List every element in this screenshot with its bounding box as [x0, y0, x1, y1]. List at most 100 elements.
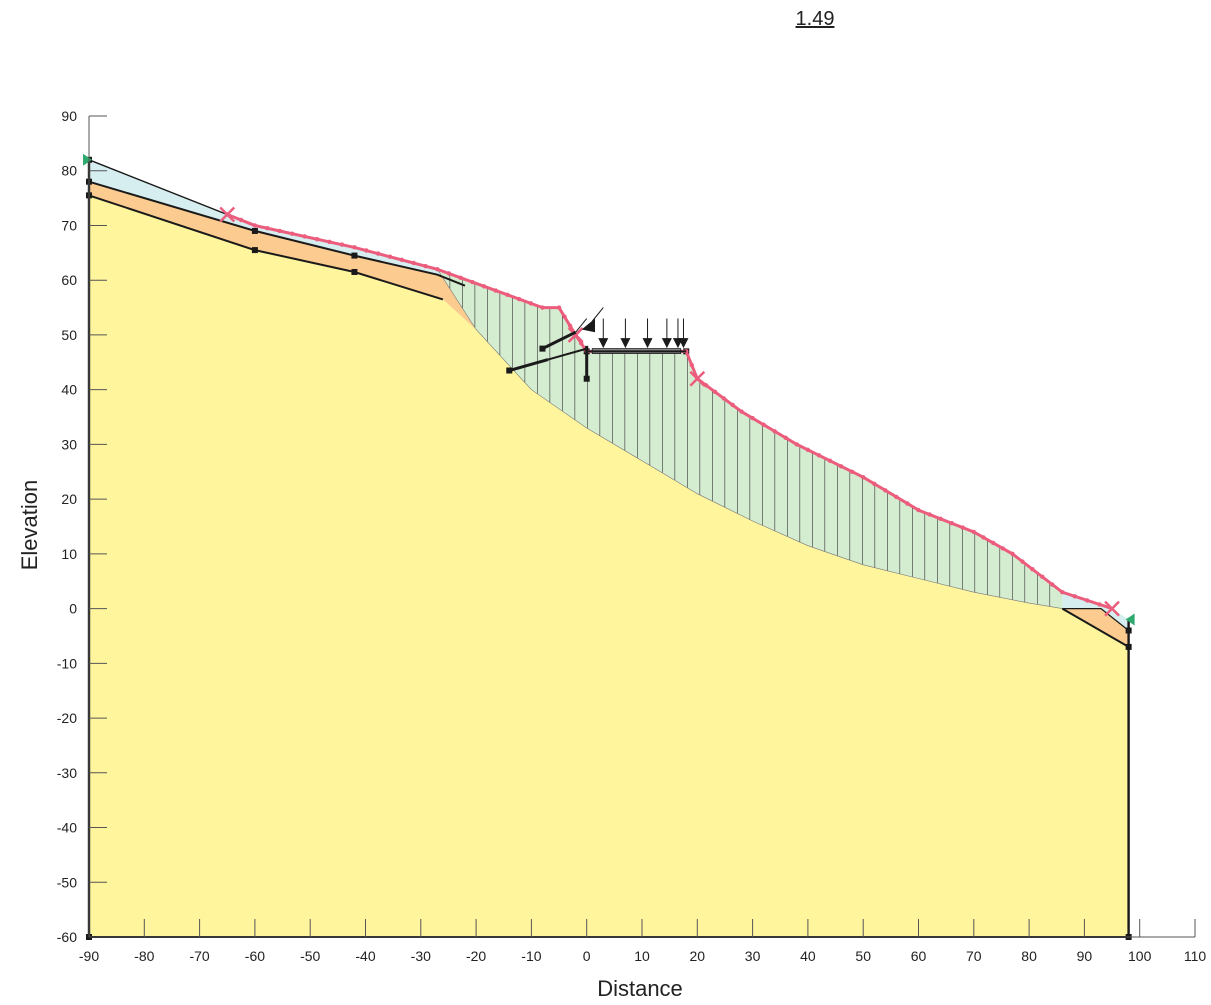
- surface-dot: [290, 231, 295, 236]
- x-tick-label: -80: [134, 948, 154, 964]
- surface-dot: [302, 234, 307, 239]
- x-tick-label: -90: [79, 948, 99, 964]
- surface-dot: [252, 223, 258, 228]
- x-tick-label: 110: [1184, 948, 1207, 964]
- cross-marker: [219, 206, 236, 223]
- y-tick-label: -60: [57, 929, 77, 945]
- surface-dot: [827, 458, 833, 464]
- x-tick-label: 70: [966, 948, 982, 964]
- x-axis-label: Distance: [597, 976, 683, 1001]
- factor-of-safety-label: 1.49: [795, 8, 835, 30]
- surface-dot: [861, 475, 866, 480]
- vertex-marker: [251, 227, 258, 234]
- surface-dot: [938, 516, 943, 522]
- toe-topsoil-region: [1062, 592, 1129, 631]
- anchor-end-marker: [506, 367, 513, 374]
- x-tick-label: 90: [1077, 948, 1093, 964]
- bedrock-top-line: [88, 194, 444, 301]
- surface-dot: [794, 442, 800, 447]
- surface-dot: [446, 271, 452, 276]
- toe-bedrock-line: [1061, 607, 1130, 648]
- anchor-line: [541, 330, 577, 350]
- surface-dot: [883, 488, 888, 493]
- y-tick-label: 30: [61, 436, 77, 452]
- surface-dot: [411, 260, 416, 266]
- surface-dot: [1072, 594, 1077, 599]
- x-tick-label: 50: [855, 948, 871, 964]
- surface-dot: [238, 217, 244, 223]
- y-tick-label: 0: [69, 601, 77, 617]
- surface-dot: [1097, 602, 1102, 607]
- surface-dot: [703, 383, 709, 388]
- y-tick-label: -50: [57, 874, 77, 890]
- y-tick-label: -30: [57, 765, 77, 781]
- anchor-head-line: [575, 318, 588, 333]
- material-regions: [89, 159, 1129, 937]
- surface-dot: [540, 305, 545, 310]
- surface-dot: [689, 362, 694, 368]
- topsoil-region: [89, 159, 465, 286]
- slip-surface-line: [437, 269, 1063, 609]
- surface-dot: [265, 226, 270, 231]
- surface-dot: [556, 305, 562, 310]
- slice-lines: [437, 269, 1063, 609]
- x-tick-label: -30: [411, 948, 431, 964]
- y-tick-label: -20: [57, 710, 77, 726]
- surface-dot: [1084, 598, 1090, 603]
- surface-dot: [528, 301, 533, 306]
- load-arrow-head: [598, 338, 609, 349]
- cross-marker: [567, 327, 584, 343]
- cross-marker: [1104, 600, 1120, 617]
- y-tick-label: 40: [61, 382, 77, 398]
- surface-dot: [971, 529, 976, 535]
- left-limit-marker: [83, 153, 92, 166]
- x-tick-label: 100: [1128, 948, 1152, 964]
- load-arrow-head: [678, 338, 689, 349]
- surface-dot: [872, 481, 877, 487]
- y-tick-label: 10: [61, 546, 77, 562]
- axes: -90 -80 -70 -60 -50 -40 -30 -20 -10 0 10 20 30 40 50 60…: [57, 108, 1207, 964]
- y-tick-label: 20: [61, 491, 77, 507]
- x-tick-label: 30: [745, 948, 761, 964]
- vertex-marker: [351, 252, 358, 259]
- surface-dot: [712, 389, 718, 395]
- surface-dot: [1040, 574, 1045, 580]
- surface-dot: [493, 288, 498, 293]
- surface-dot: [816, 453, 822, 458]
- surface-dot: [805, 447, 811, 453]
- x-tick-label: 0: [583, 948, 591, 964]
- surface-dot: [1010, 551, 1015, 557]
- x-tick-label: 80: [1021, 948, 1037, 964]
- anchor-line: [508, 358, 549, 372]
- surface-dot: [470, 279, 475, 285]
- vertex-marker: [1125, 627, 1132, 634]
- anchor-line: [547, 347, 587, 361]
- x-tick-label: 20: [690, 948, 706, 964]
- x-tick-label: -20: [466, 948, 486, 964]
- surface-dot: [905, 501, 910, 506]
- surface-dot: [772, 429, 777, 434]
- surface-dot: [1060, 589, 1065, 595]
- load-arrow-head: [661, 338, 672, 349]
- y-tick-label: -10: [57, 655, 77, 671]
- surface-dot: [458, 275, 463, 280]
- surface-dot: [505, 292, 510, 297]
- surface-dot: [949, 521, 954, 526]
- right-limit-marker: [1125, 613, 1135, 626]
- surface-dot: [894, 494, 899, 500]
- vertex-marker: [351, 268, 358, 275]
- x-tick-label: 60: [911, 948, 927, 964]
- surface-dot: [849, 469, 855, 474]
- load-arrow-head: [642, 338, 653, 349]
- surface-dot: [277, 228, 282, 234]
- x-tick-label: 40: [800, 948, 816, 964]
- y-axis-label: Elevation: [17, 479, 42, 571]
- surface-dot: [387, 254, 393, 259]
- x-tick-label: -50: [300, 948, 320, 964]
- y-tick-label: 80: [61, 163, 77, 179]
- surface-dot: [981, 535, 986, 540]
- surface-dot: [352, 245, 357, 250]
- surface-dot: [1050, 582, 1055, 587]
- load-arrow-head: [620, 338, 631, 349]
